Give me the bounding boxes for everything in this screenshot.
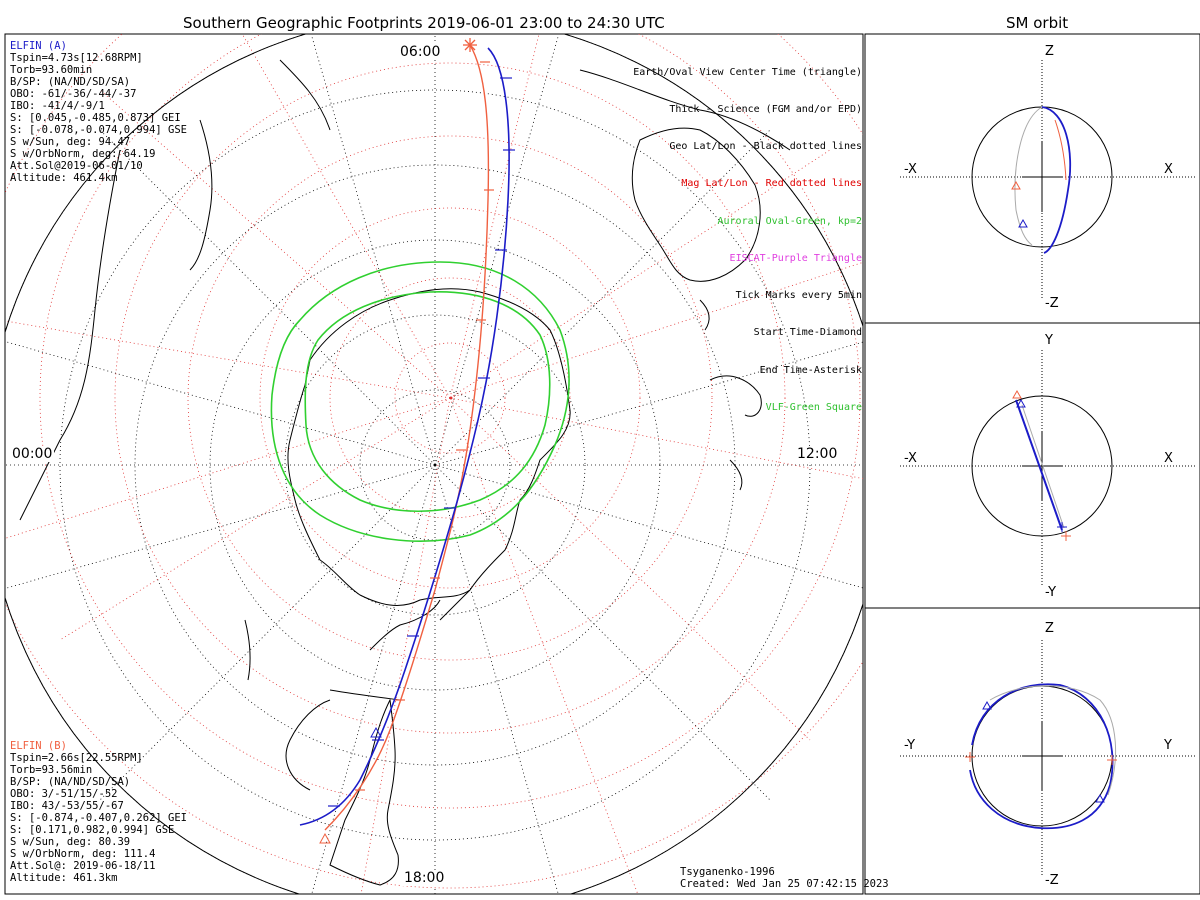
elfin-a-line: B/SP: (NA/ND/SD/SA): [10, 76, 131, 88]
elfin-a-line: Altitude: 461.4km: [10, 172, 118, 184]
sm-panel-3-graphics: [900, 640, 1195, 875]
sm-panel-1-graphics: [900, 60, 1195, 300]
legend-item: Thick - Science (FGM and/or EPD): [669, 104, 862, 116]
view-triangle-a: [370, 726, 382, 738]
elfin-a-line: Torb=93.60min: [10, 64, 93, 76]
sm-orbit-title: SM orbit: [1006, 14, 1069, 32]
sm2-left-label: -X: [904, 451, 917, 466]
elfin-a-name: ELFIN (A): [10, 40, 67, 52]
sm3-left-label: -Y: [904, 738, 916, 753]
elfin-b-track: [324, 44, 490, 831]
sm1-top-label: Z: [1045, 44, 1054, 59]
elfin-b-line: S: [0.171,0.982,0.994] GSE: [10, 824, 175, 836]
legend-item: End Time-Asterisk: [759, 364, 862, 376]
model-label: Tsyganenko-1996: [680, 866, 775, 878]
sm3-right-label: Y: [1164, 738, 1172, 753]
legend-item: VLF-Green Square: [765, 401, 862, 413]
elfin-b-info: Tspin=2.66s[22.55RPM] Torb=93.56min B/SP…: [10, 752, 187, 884]
elfin-b-ticks: [355, 61, 494, 791]
legend-item: Start Time-Diamond: [753, 327, 862, 339]
elfin-a-line: Tspin=4.73s[12.68RPM]: [10, 52, 143, 64]
elfin-b-line: S w/Sun, deg: 80.39: [10, 836, 131, 848]
elfin-a-line: OBO: -61/-36/-44/-37: [10, 88, 137, 100]
hour-label-right: 12:00: [795, 446, 840, 462]
legend-item: Geo Lat/Lon - Black dotted lines: [669, 141, 862, 153]
elfin-a-line: S w/OrbNorm, deg: 64.19: [10, 148, 156, 160]
elfin-a-line: Att.Sol@2019-06-01/10: [10, 160, 143, 172]
hour-label-top: 06:00: [398, 44, 443, 60]
elfin-b-line: S: [-0.874,-0.407,0.262] GEI: [10, 812, 188, 824]
hour-label-bottom: 18:00: [402, 870, 447, 886]
legend-item: Mag Lat/Lon - Red dotted lines: [681, 178, 862, 190]
sm1-left-label: -X: [904, 162, 917, 177]
elfin-b-line: Altitude: 461.3km: [10, 872, 118, 884]
map-frame: [4, 33, 864, 895]
sm3-bottom-label: -Z: [1045, 873, 1059, 888]
elfin-b-line: OBO: 3/-51/15/-52: [10, 788, 118, 800]
map-title: Southern Geographic Footprints 2019-06-0…: [183, 14, 665, 32]
geo-pole: [433, 463, 437, 467]
elfin-a-line: S: [0.045,-0.485,0.873] GEI: [10, 112, 181, 124]
elfin-a-info: Tspin=4.73s[12.68RPM] Torb=93.60min B/SP…: [10, 52, 187, 184]
elfin-a-ticks: [328, 77, 515, 807]
elfin-b-line: IBO: 43/-53/55/-67: [10, 800, 124, 812]
elfin-a-line: IBO: -41/4/-9/1: [10, 100, 105, 112]
sm2-bottom-label: -Y: [1045, 585, 1057, 600]
elfin-a-track: [299, 47, 510, 826]
auroral-oval: [270, 261, 570, 542]
elfin-b-line: Tspin=2.66s[22.55RPM]: [10, 752, 143, 764]
sm2-right-label: X: [1164, 451, 1173, 466]
sm3-top-label: Z: [1045, 621, 1054, 636]
elfin-b-line: Torb=93.56min: [10, 764, 93, 776]
elfin-a-line: S w/Sun, deg: 94.47: [10, 136, 131, 148]
legend-item: Earth/Oval View Center Time (triangle): [633, 66, 862, 78]
end-asterisk: [463, 38, 477, 52]
legend-item: Auroral Oval-Green, kp=2: [717, 215, 863, 227]
legend: Earth/Oval View Center Time (triangle) T…: [633, 42, 862, 427]
elfin-b-line: S w/OrbNorm, deg: 111.4: [10, 848, 156, 860]
elfin-b-line: Att.Sol@: 2019-06-18/11: [10, 860, 156, 872]
mag-pole: [449, 396, 453, 400]
sm1-bottom-label: -Z: [1045, 296, 1059, 311]
legend-item: EISCAT-Purple Triangle: [729, 252, 862, 264]
start-marker-b: [319, 832, 331, 844]
elfin-b-name: ELFIN (B): [10, 740, 67, 752]
hour-label-left: 00:00: [10, 446, 55, 462]
legend-item: Tick Marks every 5min: [735, 290, 862, 302]
elfin-b-line: B/SP: (NA/ND/SD/SA): [10, 776, 131, 788]
sm2-top-label: Y: [1045, 333, 1053, 348]
mag-grid: [5, 34, 863, 894]
coastlines: [19, 59, 791, 886]
sm-panel-2-graphics: [900, 350, 1195, 585]
created-label: Created: Wed Jan 25 07:42:15 2023: [680, 878, 889, 890]
sm-frame: [864, 33, 1200, 895]
elfin-a-line: S: [-0.078,-0.074,0.994] GSE: [10, 124, 188, 136]
sm1-right-label: X: [1164, 162, 1173, 177]
